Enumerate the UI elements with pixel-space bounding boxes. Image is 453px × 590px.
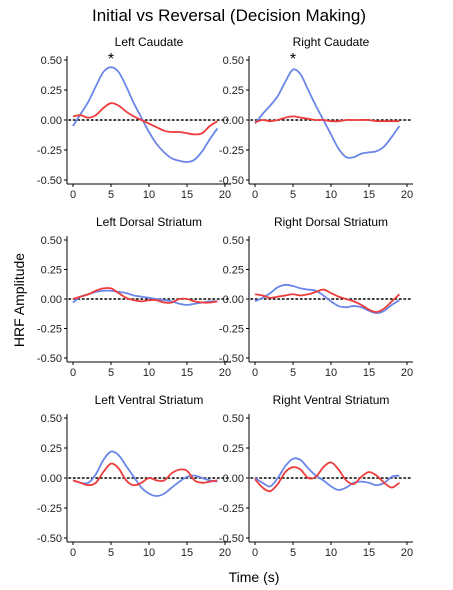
- figure-title: Initial vs Reversal (Decision Making): [92, 6, 366, 25]
- x-tick-label: 10: [143, 189, 155, 201]
- y-tick-label: -0.50: [37, 175, 62, 187]
- x-tick-label: 20: [219, 367, 231, 379]
- significance-marker: *: [290, 51, 296, 68]
- panel-title: Right Ventral Striatum: [273, 393, 390, 407]
- y-tick-label: -0.50: [219, 353, 244, 365]
- y-tick-label: 0.00: [41, 473, 62, 485]
- y-tick-label: 0.25: [41, 265, 62, 277]
- x-tick-label: 5: [108, 189, 114, 201]
- panel-1: Left Caudate 0.50 0.25 0.00 -0.25 -0.50 0 5 10 15…: [37, 35, 232, 201]
- x-tick-label: 5: [290, 367, 296, 379]
- series-line-initial: [254, 283, 400, 315]
- panel-3: Left Dorsal Striatum 0.50 0.25 0.00 -0.25 -0.…: [37, 215, 232, 379]
- series-line-reversal: [72, 102, 218, 136]
- x-tick-label: 10: [143, 547, 155, 559]
- x-tick-label: 0: [70, 189, 76, 201]
- x-axis-label: Time (s): [229, 569, 280, 585]
- y-tick-label: -0.25: [37, 145, 62, 157]
- x-tick-label: 10: [325, 189, 337, 201]
- y-tick-label: -0.50: [219, 175, 244, 187]
- x-tick-label: 10: [325, 367, 337, 379]
- x-tick-label: 15: [181, 367, 193, 379]
- x-tick-label: 20: [401, 367, 413, 379]
- y-tick-label: -0.25: [219, 503, 244, 515]
- x-tick-label: 5: [290, 189, 296, 201]
- series-line-initial: [72, 450, 218, 497]
- x-tick-label: 10: [143, 367, 155, 379]
- y-tick-label: 0.25: [223, 265, 244, 277]
- y-tick-label: -0.50: [37, 533, 62, 545]
- x-tick-label: 0: [70, 547, 76, 559]
- y-tick-label: 0.25: [41, 443, 62, 455]
- series-line-reversal: [254, 461, 400, 493]
- x-tick-label: 0: [70, 367, 76, 379]
- x-tick-label: 0: [252, 547, 258, 559]
- panel-title: Right Caudate: [293, 35, 370, 49]
- x-tick-label: 20: [401, 547, 413, 559]
- series-line-reversal: [72, 287, 218, 304]
- y-tick-label: 0.00: [41, 294, 62, 306]
- y-tick-label: -0.25: [219, 145, 244, 157]
- x-tick-label: 15: [363, 547, 375, 559]
- x-tick-label: 20: [219, 547, 231, 559]
- x-tick-label: 15: [363, 189, 375, 201]
- x-tick-label: 5: [108, 547, 114, 559]
- panel-title: Left Caudate: [115, 35, 184, 49]
- x-tick-label: 5: [108, 367, 114, 379]
- y-tick-label: 0.00: [223, 473, 244, 485]
- panel-2: Right Caudate 0.50 0.25 0.00 -0.25 -0.50 0 5 10 1…: [219, 35, 414, 201]
- y-tick-label: 0.00: [223, 294, 244, 306]
- y-tick-label: -0.25: [37, 503, 62, 515]
- y-tick-label: -0.25: [37, 324, 62, 336]
- facet-panels: Left Caudate 0.50 0.25 0.00 -0.25 -0.50 0 5 10 15…: [37, 35, 414, 559]
- y-tick-label: 0.50: [41, 235, 62, 247]
- y-axis-label: HRF Amplitude: [11, 253, 27, 347]
- x-tick-label: 15: [181, 547, 193, 559]
- x-tick-label: 0: [252, 367, 258, 379]
- series-line-reversal: [254, 115, 400, 124]
- panel-title: Left Ventral Striatum: [95, 393, 204, 407]
- y-tick-label: 0.50: [223, 413, 244, 425]
- y-tick-label: 0.25: [223, 85, 244, 97]
- x-tick-label: 20: [401, 189, 413, 201]
- x-tick-label: 15: [363, 367, 375, 379]
- panel-title: Left Dorsal Striatum: [96, 215, 202, 229]
- series-line-reversal: [72, 462, 218, 487]
- significance-marker: *: [108, 51, 114, 68]
- series-line-initial: [72, 289, 218, 306]
- x-tick-label: 10: [325, 547, 337, 559]
- x-tick-label: 15: [181, 189, 193, 201]
- y-tick-label: 0.25: [223, 443, 244, 455]
- y-tick-label: -0.50: [219, 533, 244, 545]
- y-tick-label: 0.00: [41, 115, 62, 127]
- y-tick-label: 0.50: [223, 235, 244, 247]
- x-tick-label: 20: [219, 189, 231, 201]
- panel-5: Left Ventral Striatum 0.50 0.25 0.00 -0.25 -0…: [37, 393, 232, 559]
- panel-4: Right Dorsal Striatum 0.50 0.25 0.00 -0.25 -0…: [219, 215, 414, 379]
- y-tick-label: 0.50: [223, 55, 244, 67]
- panel-title: Right Dorsal Striatum: [274, 215, 388, 229]
- y-tick-label: 0.50: [41, 55, 62, 67]
- y-tick-label: 0.00: [223, 115, 244, 127]
- y-tick-label: -0.25: [219, 324, 244, 336]
- y-tick-label: 0.25: [41, 85, 62, 97]
- series-line-initial: [254, 68, 401, 159]
- panel-6: Right Ventral Striatum 0.50 0.25 0.00 -0.25 -…: [219, 393, 414, 559]
- y-tick-label: 0.50: [41, 413, 62, 425]
- series-line-reversal: [254, 288, 401, 313]
- series-line-initial: [72, 66, 219, 163]
- y-tick-label: -0.50: [37, 353, 62, 365]
- x-tick-label: 0: [252, 189, 258, 201]
- x-tick-label: 5: [290, 547, 296, 559]
- series-line-initial: [254, 457, 400, 491]
